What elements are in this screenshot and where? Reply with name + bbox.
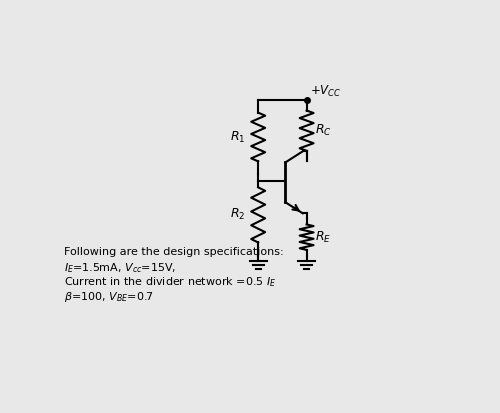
Text: $R_2$: $R_2$	[230, 207, 246, 223]
Text: $I_E$=1.5mA, $V_{cc}$=15V,: $I_E$=1.5mA, $V_{cc}$=15V,	[64, 261, 177, 275]
Text: $\beta$=100, $V_{BE}$=0.7: $\beta$=100, $V_{BE}$=0.7	[64, 290, 154, 304]
Text: $R_C$: $R_C$	[315, 123, 332, 138]
Text: $R_E$: $R_E$	[315, 230, 332, 245]
Text: $+V_{CC}$: $+V_{CC}$	[310, 84, 341, 99]
Text: Current in the divider network =0.5 $I_E$: Current in the divider network =0.5 $I_E…	[64, 275, 277, 289]
Text: Following are the design specifications:: Following are the design specifications:	[64, 247, 284, 257]
Text: $R_1$: $R_1$	[230, 129, 246, 145]
